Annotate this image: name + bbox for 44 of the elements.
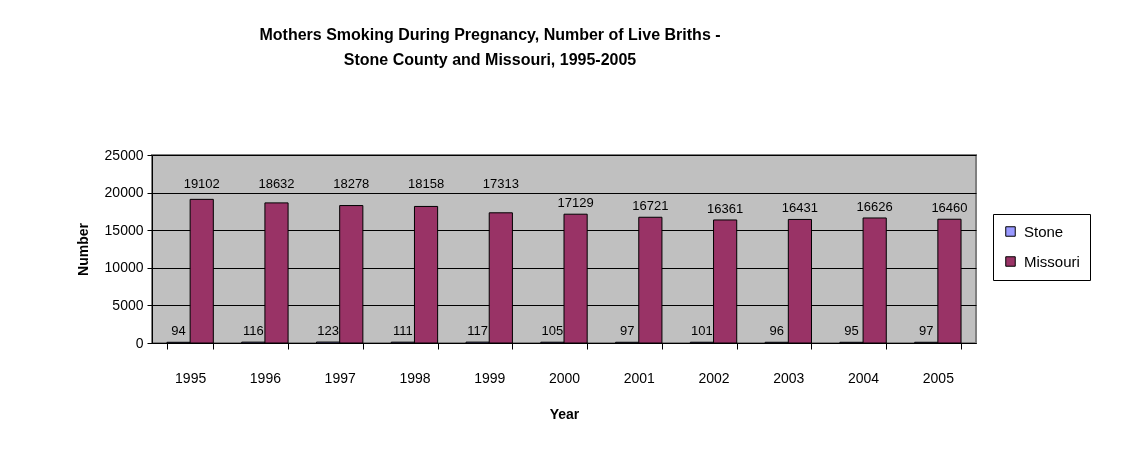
data-label: 116 — [242, 323, 264, 339]
y-tick-label: 20000 — [104, 184, 144, 201]
data-label: 18278 — [333, 175, 370, 191]
y-axis-title: Number — [74, 222, 91, 276]
x-tick-label: 1997 — [324, 369, 356, 386]
x-tick-label: 2001 — [623, 369, 656, 386]
data-label: 16721 — [632, 198, 669, 214]
legend-label: Missouri — [1024, 252, 1080, 270]
data-label: 111 — [392, 323, 413, 339]
x-axis-title: Year — [549, 405, 580, 422]
data-label: 17129 — [557, 195, 594, 211]
chart-title: Mothers Smoking During Pregnancy, Number of Live Briths - Stone County and Missouri, 1995-2005 — [259, 26, 721, 68]
x-tick-label: 2004 — [848, 369, 880, 386]
data-label: 101 — [691, 323, 713, 339]
y-tick-label: 15000 — [104, 221, 144, 238]
data-label: 18158 — [407, 175, 445, 191]
legend-label: Stone — [1024, 222, 1064, 240]
y-tick-label: 10000 — [104, 259, 144, 276]
x-tick-label: 1995 — [175, 369, 207, 386]
x-tick-label: 2000 — [548, 369, 581, 386]
y-tick-label: 5000 — [112, 296, 144, 313]
x-tick-label: 2003 — [773, 369, 805, 386]
data-label: 16431 — [781, 200, 818, 216]
data-label: 117 — [467, 323, 488, 339]
y-tick-label: 25000 — [104, 146, 144, 163]
data-label: 96 — [769, 323, 784, 339]
data-label: 123 — [317, 323, 339, 339]
data-label: 16361 — [707, 200, 744, 216]
x-tick-label: 2002 — [698, 369, 730, 386]
data-label: 18632 — [258, 175, 295, 191]
y-tick-label: 0 — [135, 334, 144, 351]
data-label: 94 — [171, 323, 186, 339]
x-tick-label: 2005 — [922, 369, 955, 386]
data-label: 17313 — [482, 175, 519, 191]
x-tick-label: 1998 — [399, 369, 431, 386]
data-label: 97 — [619, 323, 635, 339]
data-label: 97 — [919, 323, 934, 339]
data-label: 19102 — [183, 175, 220, 191]
x-tick-label: 1999 — [474, 369, 506, 386]
data-label: 105 — [541, 323, 564, 339]
data-label: 16626 — [856, 198, 893, 214]
x-tick-label: 1996 — [249, 369, 282, 386]
data-label: 16460 — [931, 200, 968, 216]
data-label: 95 — [844, 323, 859, 339]
